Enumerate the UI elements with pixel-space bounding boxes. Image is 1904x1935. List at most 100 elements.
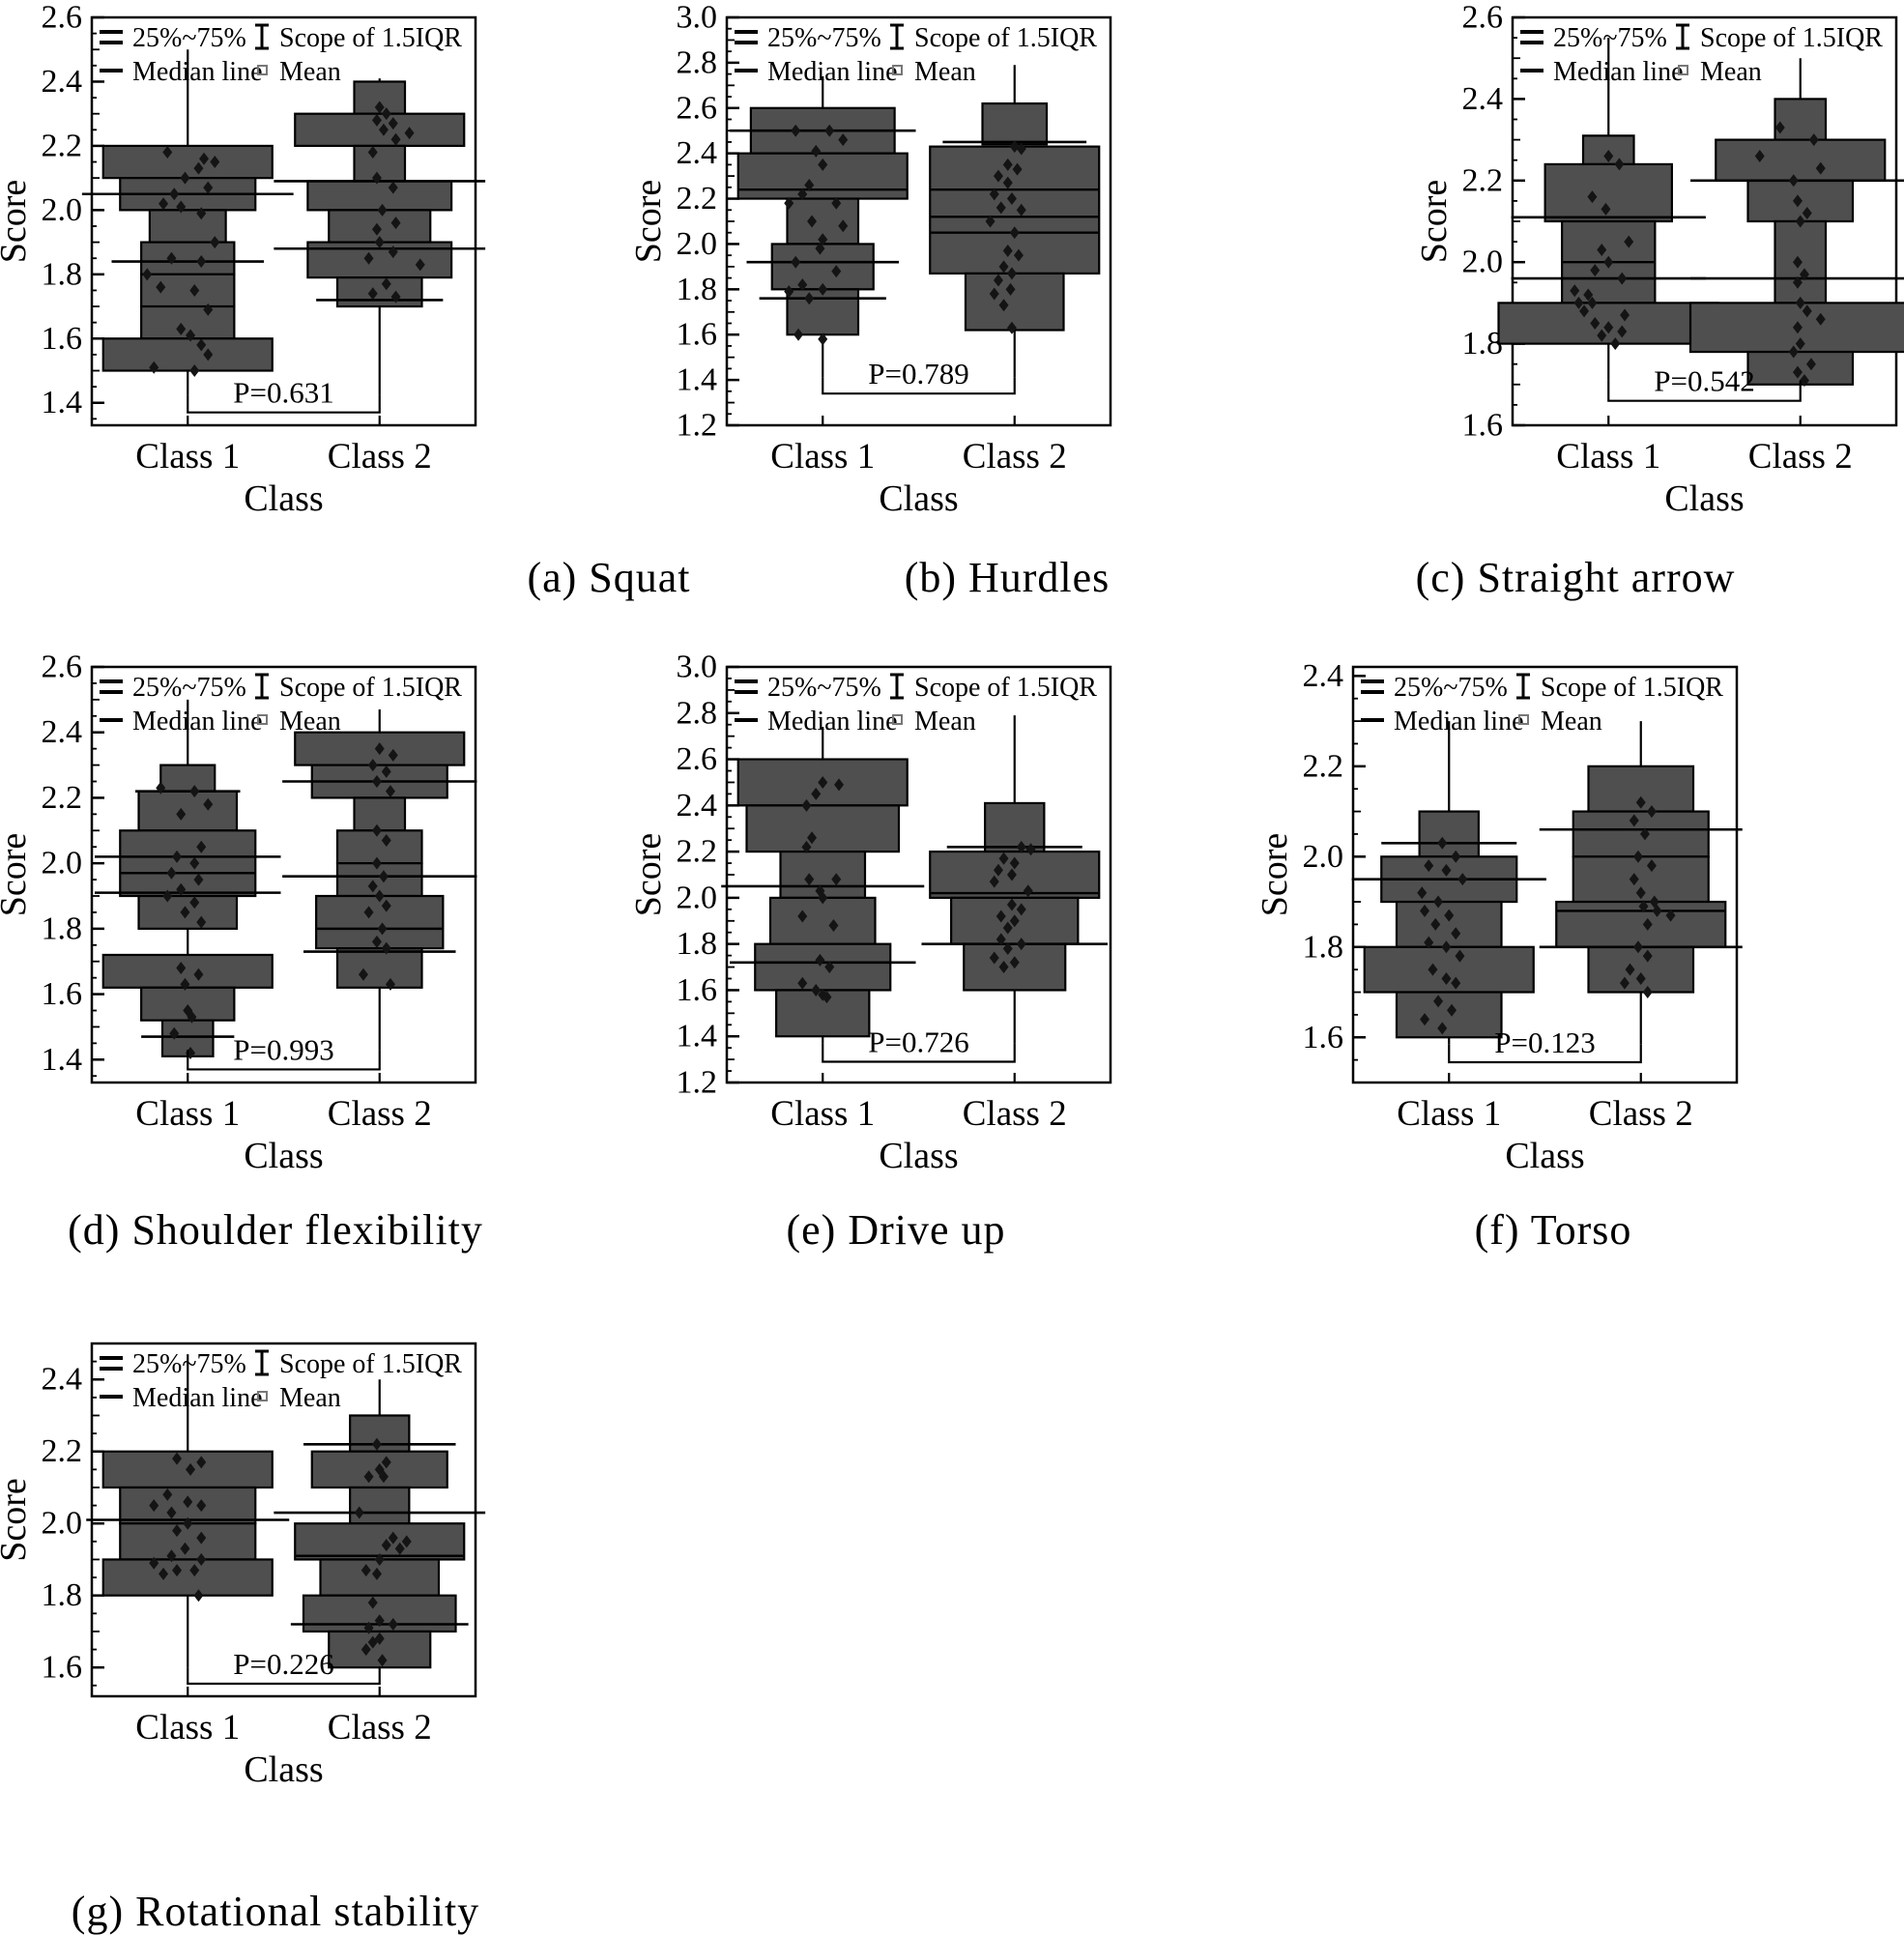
plot-drive-up: 1.2 1.4 1.6 1.8 2.0 2.2 2.4 2.6 2.8 3.0 Score Class… <box>635 650 1273 1255</box>
svg-text:2.6: 2.6 <box>42 650 83 685</box>
svg-text:1.6: 1.6 <box>42 1650 83 1686</box>
svg-text:1.6: 1.6 <box>677 317 718 353</box>
svg-text:25%~75%: 25%~75% <box>767 673 881 703</box>
svg-text:Class: Class <box>244 478 323 519</box>
plot-caption-shoulder-flexibility: (d) Shoulder flexibility <box>68 1206 483 1254</box>
svg-text:1.8: 1.8 <box>677 272 718 307</box>
svg-text:2.0: 2.0 <box>42 1506 83 1542</box>
plot-caption-hurdles: (b) Hurdles <box>904 554 1111 601</box>
svg-text:Score: Score <box>0 1478 34 1562</box>
svg-text:Class 1: Class 1 <box>1397 1094 1501 1134</box>
svg-text:25%~75%: 25%~75% <box>1553 23 1667 53</box>
svg-text:Median line: Median line <box>767 57 898 87</box>
svg-text:1.8: 1.8 <box>42 256 83 292</box>
svg-text:25%~75%: 25%~75% <box>767 23 881 53</box>
svg-text:2.0: 2.0 <box>677 880 718 915</box>
svg-text:1.8: 1.8 <box>677 926 718 962</box>
svg-text:Score: Score <box>635 833 669 917</box>
svg-text:2.6: 2.6 <box>42 0 83 36</box>
svg-text:Class 2: Class 2 <box>328 1708 432 1747</box>
svg-text:Class 2: Class 2 <box>328 1094 432 1134</box>
plot-caption-squat: (a) Squat <box>527 554 691 601</box>
svg-text:2.0: 2.0 <box>1303 839 1344 875</box>
svg-text:2.0: 2.0 <box>1462 245 1504 280</box>
svg-text:Class: Class <box>1505 1136 1584 1176</box>
svg-text:Class 1: Class 1 <box>135 437 240 477</box>
svg-text:2.2: 2.2 <box>1462 162 1504 198</box>
svg-text:P=0.542: P=0.542 <box>1654 364 1754 398</box>
svg-text:2.4: 2.4 <box>42 714 83 750</box>
svg-text:Scope of 1.5IQR: Scope of 1.5IQR <box>914 23 1097 53</box>
svg-text:Score: Score <box>1421 180 1455 264</box>
boxplot-canvas-hurdles: 1.2 1.4 1.6 1.8 2.0 2.2 2.4 2.6 2.8 3.0 Score Class… <box>635 0 1112 519</box>
svg-text:Score: Score <box>0 180 34 264</box>
svg-text:Median line: Median line <box>132 707 263 736</box>
svg-text:2.4: 2.4 <box>677 135 718 171</box>
svg-text:P=0.226: P=0.226 <box>233 1647 333 1681</box>
svg-text:Median line: Median line <box>1553 57 1684 87</box>
svg-text:2.8: 2.8 <box>677 695 718 731</box>
svg-text:25%~75%: 25%~75% <box>1394 673 1508 703</box>
svg-text:1.6: 1.6 <box>42 321 83 357</box>
svg-text:Class 2: Class 2 <box>1748 437 1853 477</box>
svg-text:2.0: 2.0 <box>42 846 83 881</box>
svg-text:Scope of 1.5IQR: Scope of 1.5IQR <box>1541 673 1723 703</box>
svg-text:Class: Class <box>879 1136 958 1176</box>
svg-text:2.4: 2.4 <box>42 1362 83 1398</box>
svg-text:2.8: 2.8 <box>677 44 718 80</box>
svg-text:Scope of 1.5IQR: Scope of 1.5IQR <box>279 23 462 53</box>
svg-text:1.4: 1.4 <box>677 362 718 398</box>
svg-text:Class: Class <box>244 1749 323 1790</box>
svg-text:Mean: Mean <box>279 57 341 87</box>
svg-text:2.0: 2.0 <box>677 226 718 262</box>
svg-text:2.4: 2.4 <box>42 64 83 100</box>
svg-text:3.0: 3.0 <box>677 0 718 36</box>
svg-text:1.8: 1.8 <box>42 910 83 946</box>
svg-text:1.8: 1.8 <box>1462 326 1504 361</box>
plot-caption-rotational-stability: (g) Rotational stability <box>71 1888 480 1935</box>
plot-straight-arrow: 1.6 1.8 2.0 2.2 2.4 2.6 Score Class 1 Class 2 Cla… <box>1416 0 1904 602</box>
svg-text:Scope of 1.5IQR: Scope of 1.5IQR <box>279 673 462 703</box>
svg-text:Mean: Mean <box>1700 57 1762 87</box>
svg-text:3.0: 3.0 <box>677 650 718 685</box>
plot-rotational-stability: 1.6 1.8 2.0 2.2 2.4 Score Class 1 Class 2 Class P… <box>0 1326 638 1935</box>
svg-text:1.6: 1.6 <box>1462 408 1504 444</box>
svg-text:Mean: Mean <box>914 57 976 87</box>
svg-text:1.8: 1.8 <box>1303 929 1344 965</box>
svg-text:Score: Score <box>0 833 34 917</box>
svg-text:1.4: 1.4 <box>677 1019 718 1054</box>
svg-text:Class 1: Class 1 <box>135 1094 240 1134</box>
plot-caption-torso: (f) Torso <box>1474 1206 1632 1254</box>
svg-text:Class 1: Class 1 <box>770 437 875 477</box>
svg-text:2.6: 2.6 <box>677 90 718 126</box>
svg-text:2.4: 2.4 <box>1462 81 1504 117</box>
svg-text:Class 1: Class 1 <box>135 1708 240 1747</box>
svg-text:1.8: 1.8 <box>42 1577 83 1613</box>
svg-text:2.0: 2.0 <box>42 192 83 228</box>
svg-text:P=0.123: P=0.123 <box>1494 1025 1595 1059</box>
svg-text:Class: Class <box>1664 478 1744 519</box>
svg-text:25%~75%: 25%~75% <box>132 23 246 53</box>
svg-text:Class 1: Class 1 <box>770 1094 875 1134</box>
plot-torso: 1.6 1.8 2.0 2.2 2.4 Score Class 1 Class 2 Class P… <box>1261 650 1899 1255</box>
svg-text:Class 1: Class 1 <box>1556 437 1660 477</box>
svg-text:P=0.993: P=0.993 <box>233 1032 333 1066</box>
svg-text:1.2: 1.2 <box>677 1065 718 1101</box>
svg-text:2.2: 2.2 <box>677 181 718 217</box>
svg-text:2.2: 2.2 <box>677 834 718 870</box>
svg-text:2.6: 2.6 <box>1462 0 1504 36</box>
plot-shoulder-flexibility: 1.4 1.6 1.8 2.0 2.2 2.4 2.6 Score Class 1 Class 2… <box>0 650 638 1255</box>
svg-text:Class: Class <box>244 1136 323 1176</box>
svg-text:2.4: 2.4 <box>1303 658 1344 694</box>
svg-text:Class 2: Class 2 <box>328 437 432 477</box>
svg-text:Mean: Mean <box>279 1383 341 1413</box>
svg-text:2.2: 2.2 <box>42 128 83 163</box>
svg-text:Class 2: Class 2 <box>963 1094 1067 1134</box>
plot-squat: 1.4 1.6 1.8 2.0 2.2 2.4 2.6 Score Class 1 Class 2… <box>0 0 690 602</box>
svg-text:Class 2: Class 2 <box>963 437 1067 477</box>
